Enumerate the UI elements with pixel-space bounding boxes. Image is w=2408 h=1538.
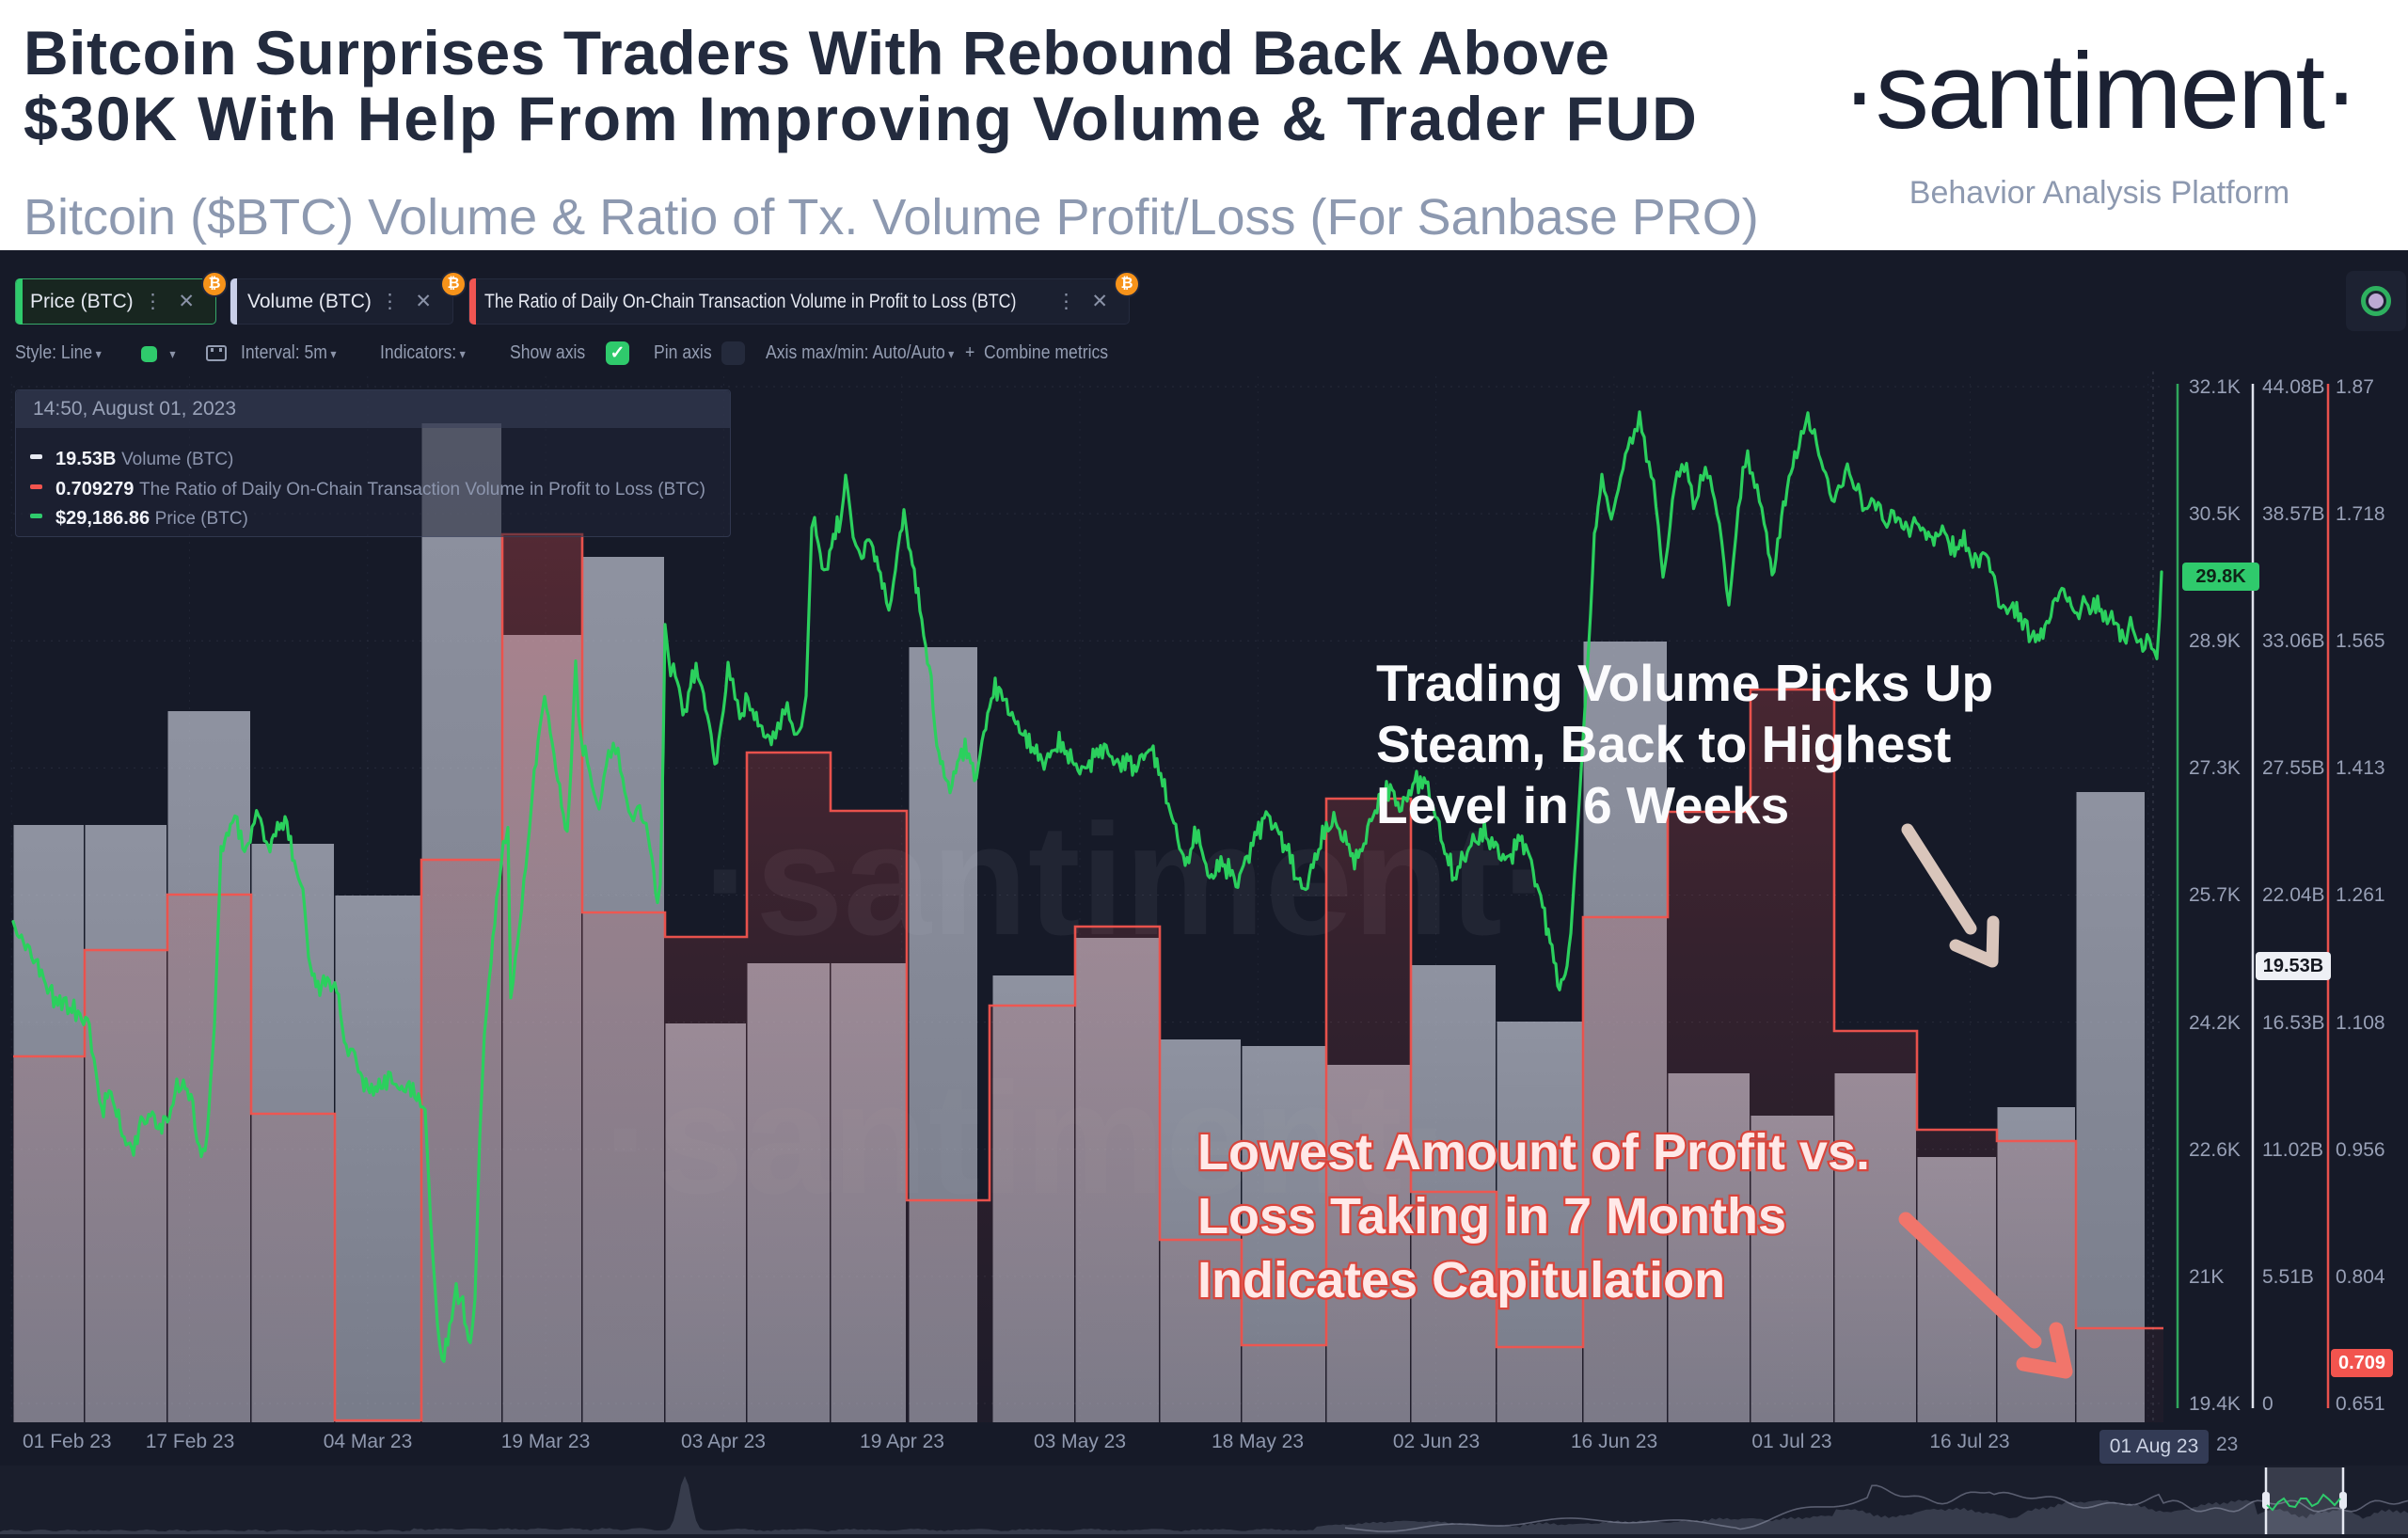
- svg-text:Trading Volume Picks Up: Trading Volume Picks Up: [1376, 654, 1993, 712]
- svg-text:Indicates Capitulation: Indicates Capitulation: [1197, 1252, 1725, 1308]
- svg-text:Steam, Back to Highest: Steam, Back to Highest: [1376, 715, 1951, 773]
- svg-text:Level in 6 Weeks: Level in 6 Weeks: [1376, 776, 1789, 834]
- svg-text:Loss Taking in 7 Months: Loss Taking in 7 Months: [1197, 1188, 1786, 1245]
- svg-text:Lowest Amount of Profit vs.: Lowest Amount of Profit vs.: [1197, 1124, 1870, 1181]
